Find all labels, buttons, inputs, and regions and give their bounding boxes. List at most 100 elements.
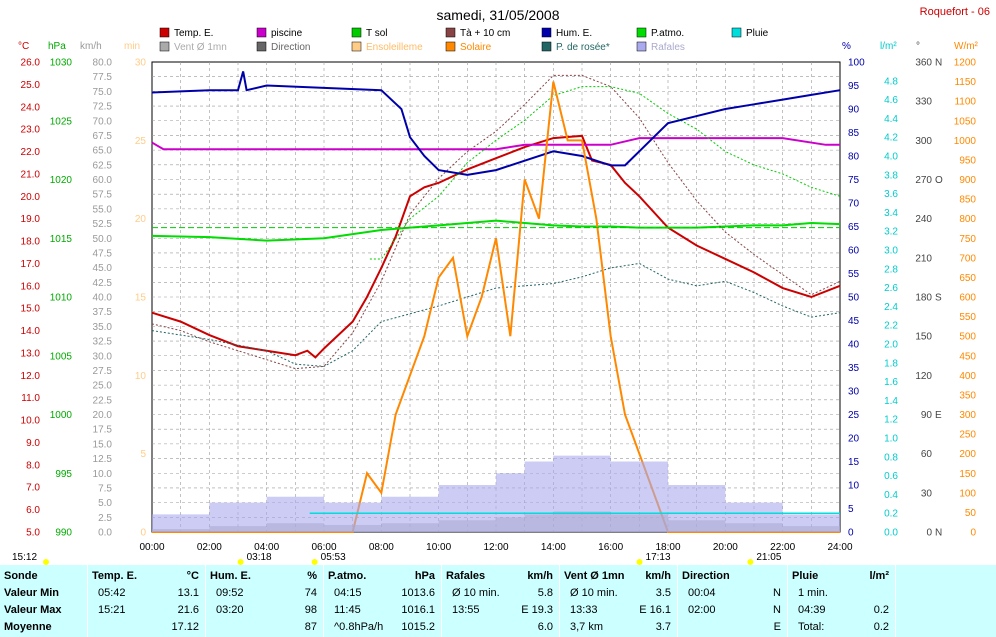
humidity-tick: 50 [848,293,860,304]
wind-tick: 22.5 [93,395,113,406]
footer-row-time: ^0.8hPa/h [334,621,384,633]
time-tick: 08:00 [369,542,394,553]
rain-tick: 4.6 [884,95,898,106]
wind-unit: km/h [80,41,102,52]
temp-tick: 6.0 [26,505,40,516]
wind-tick: 55.0 [93,204,113,215]
humidity-tick: 100 [848,58,865,69]
wind-tick: 7.5 [98,483,112,494]
direction-tick: 180 [915,293,932,304]
pressure-tick: 1005 [50,351,73,362]
solar-tick: 1050 [954,116,977,127]
rain-tick: 0.2 [884,509,898,520]
wind-tick: 0.0 [98,528,112,539]
footer-col-unit: °C [186,570,199,582]
solar-tick: 150 [959,469,976,480]
wind-tick: 15.0 [93,439,113,450]
footer-row: Total: 0.2 [788,619,895,636]
temp-tick: 20.0 [21,192,41,203]
legend-swatch [159,41,170,52]
solar-tick: 450 [959,351,976,362]
footer-row-time: 02:00 [688,604,716,616]
wind-tick: 45.0 [93,263,113,274]
legend-swatch [541,41,552,52]
wind-tick: 65.0 [93,146,113,157]
event-time: 15:12 [12,552,37,563]
legend-label: Direction [271,42,310,53]
humidity-tick: 90 [848,105,860,116]
solar-tick: 400 [959,371,976,382]
wind-tick: 52.5 [93,219,113,230]
rain-tick: 1.6 [884,377,898,388]
wind-tick: 20.0 [93,410,113,421]
footer-row: 02:00 N [678,602,787,619]
solar-tick: 0 [970,528,976,539]
footer-col-header: Direction [678,568,787,585]
direction-tick: 210 [915,253,932,264]
wind-tick: 12.5 [93,454,113,465]
series-piscine-line [151,137,840,151]
series-hum-e--line [151,71,841,176]
footer-col-6: Direction 00:04 N 02:00 N E [678,565,788,637]
wind-tick: 40.0 [93,293,113,304]
time-tick: 06:00 [311,542,336,553]
humidity-tick: 30 [848,387,860,398]
legend-swatch [159,27,170,38]
wind-tick: 57.5 [93,190,113,201]
solar-tick: 550 [959,312,976,323]
rain-tick: 4.8 [884,76,898,87]
direction-tick: 360 [915,58,932,69]
series-rafales-bar [610,461,668,532]
wind-tick: 17.5 [93,425,113,436]
humidity-tick: 10 [848,481,860,492]
legend-label: Tà + 10 cm [460,28,510,39]
footer-col-5: Vent Ø 1mn km/h Ø 10 min. 3.5 13:33 E 16.1 3,7… [560,565,678,637]
footer-row-value: 13.1 [177,587,199,599]
sun_min-tick: 0 [140,528,146,539]
footer-col-4: Rafales km/h Ø 10 min. 5.8 13:55 E 19.3 6.0 [442,565,560,637]
humidity-tick: 20 [848,434,860,445]
footer-col-3: P.atmo. hPa 04:15 1013.6 11:45 1016.1 ^0.8hPa/… [324,565,442,637]
footer-col-unit: km/h [645,570,671,582]
rain-tick: 3.0 [884,246,898,257]
footer-row-time: 04:15 [334,587,362,599]
humidity-tick: 95 [848,81,860,92]
direction-tick: 90 [921,410,933,421]
event-time: 17:13 [646,552,671,563]
series-rafales-bar [266,496,324,532]
footer-row-label: Moyenne [4,621,52,633]
legend-label: Rafales [651,42,685,53]
footer-row: Ø 10 min. 3.5 [560,585,677,602]
sun-icon [43,559,49,565]
humidity-tick: 25 [848,410,860,421]
solar-tick: 250 [959,430,976,441]
footer-col-title: Pluie [792,570,819,582]
legend-swatch [256,41,267,52]
sun_min-tick: 15 [135,293,147,304]
wind-tick: 50.0 [93,234,113,245]
direction-tick: 240 [915,214,932,225]
moon-icon [237,559,244,565]
humidity-tick: 5 [848,504,854,515]
footer-row: 09:52 74 [206,585,323,602]
footer-row: Ø 10 min. 5.8 [442,585,559,602]
humidity-unit: % [842,41,851,52]
footer-row-value: 6.0 [537,621,553,633]
direction-unit: ° [916,41,920,52]
wind-tick: 75.0 [93,87,113,98]
legend-label: Solaire [460,42,492,53]
rain-tick: 2.0 [884,340,898,351]
legend-swatch [445,27,456,38]
wind-tick: 5.0 [98,498,112,509]
pressure-tick: 1025 [50,116,73,127]
time-tick: 22:00 [770,542,795,553]
legend-swatch [351,27,362,38]
time-tick: 12:00 [483,542,508,553]
rain-unit: l/m² [880,41,897,52]
temp-tick: 10.0 [21,416,41,427]
footer-col-header: P.atmo. hPa [324,568,441,585]
footer-row-time: 00:04 [688,587,716,599]
footer-col-title: Sonde [4,570,38,582]
rain-tick: 3.8 [884,170,898,181]
